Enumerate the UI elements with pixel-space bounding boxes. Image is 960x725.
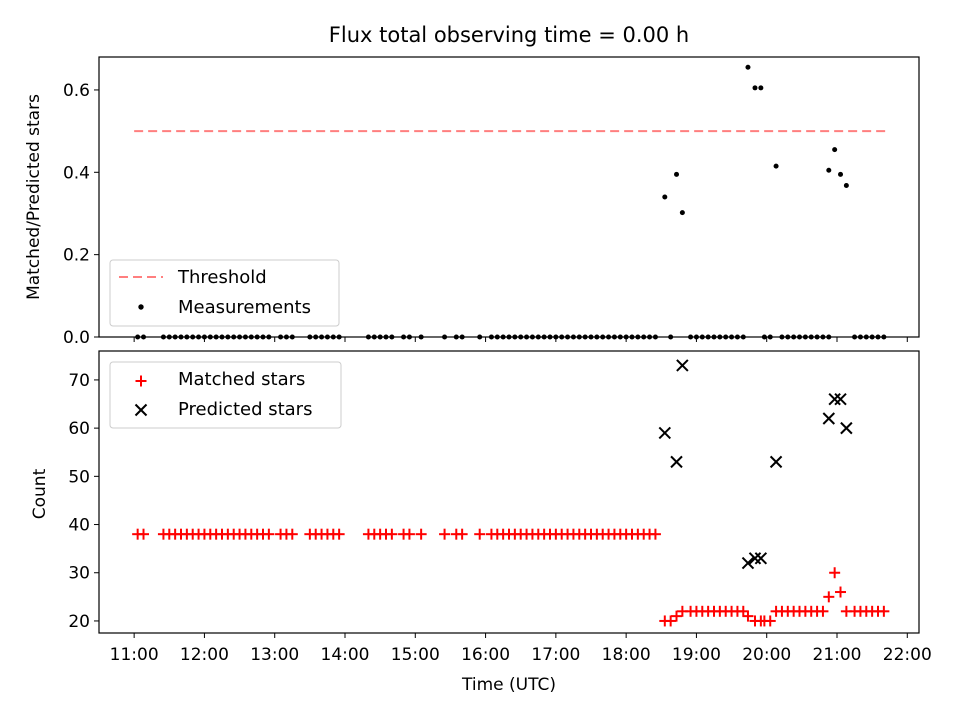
bottom-x-tick-label: 20:00 xyxy=(742,645,791,665)
predicted-star-point xyxy=(754,552,768,565)
bottom-y-tick-label: 20 xyxy=(68,612,90,632)
measurement-point xyxy=(679,210,685,216)
bottom-x-tick-label: 12:00 xyxy=(180,645,229,665)
measurement-point xyxy=(674,171,680,177)
matched-stars-points xyxy=(132,528,890,627)
measurement-point xyxy=(773,163,779,169)
matched-star-point xyxy=(737,605,749,617)
measurement-point xyxy=(745,64,751,70)
bottom-x-ticks: 11:00 12:00 13:00 14:00 15:00 16:00 17:00 18:00… xyxy=(110,633,932,665)
matched-star-point xyxy=(665,615,677,627)
matched-star-point xyxy=(456,528,468,540)
matched-star-point xyxy=(333,528,345,540)
predicted-stars-points xyxy=(658,359,853,570)
matched-star-point xyxy=(817,605,829,617)
bottom-y-tick-label: 40 xyxy=(68,516,90,536)
measurement-point xyxy=(826,167,832,173)
matched-legend-swatch xyxy=(135,375,147,387)
predicted-star-point xyxy=(769,455,783,469)
bottom-y-axis-label: Count xyxy=(30,468,50,519)
measurement-point xyxy=(758,85,764,91)
bottom-y-ticks: 20 30 40 50 60 70 xyxy=(68,371,99,632)
measurement-point xyxy=(838,171,844,177)
predicted-star-point xyxy=(676,359,689,372)
predicted-star-point xyxy=(822,412,836,425)
bottom-x-tick-label: 14:00 xyxy=(321,645,370,665)
bottom-panel: 20 30 40 50 60 70 11:00 12:00 13:00 14:00 15:00 16… xyxy=(30,350,932,695)
matched-star-point xyxy=(474,528,486,540)
bottom-y-tick-label: 60 xyxy=(68,419,90,439)
matched-star-point xyxy=(138,528,150,540)
top-y-tick-label: 0.4 xyxy=(63,163,90,183)
bottom-legend-box xyxy=(109,361,342,429)
matched-star-point xyxy=(439,528,451,540)
predicted-star-point xyxy=(741,556,755,570)
matched-legend-label: Matched stars xyxy=(178,369,305,390)
top-legend: Threshold Measurements xyxy=(109,259,340,327)
matched-star-point xyxy=(829,567,841,579)
matched-star-point xyxy=(286,528,298,540)
predicted-star-point xyxy=(834,392,847,406)
top-y-tick-label: 0.6 xyxy=(63,81,90,101)
bottom-legend: Matched stars Predicted stars xyxy=(109,361,342,429)
x-axis-label: Time (UTC) xyxy=(461,675,556,695)
bottom-y-tick-label: 50 xyxy=(68,467,90,487)
predicted-legend-swatch xyxy=(134,403,148,417)
top-legend-box xyxy=(109,259,340,327)
predicted-star-point xyxy=(670,455,683,469)
matched-star-point xyxy=(386,528,398,540)
top-y-ticks: 0.0 0.2 0.4 0.6 xyxy=(63,81,99,348)
bottom-axes-frame xyxy=(98,350,920,634)
top-x-ticks xyxy=(133,337,908,342)
bottom-y-tick-label: 30 xyxy=(68,564,90,584)
bottom-x-tick-label: 11:00 xyxy=(110,645,159,665)
bottom-x-tick-label: 19:00 xyxy=(672,645,721,665)
measurement-point xyxy=(752,85,758,91)
matched-star-point xyxy=(671,610,683,622)
matched-star-point xyxy=(835,586,847,598)
bottom-y-tick-label: 70 xyxy=(68,371,90,391)
measurements-legend-label: Measurements xyxy=(178,297,311,318)
matched-star-point xyxy=(403,528,415,540)
predicted-star-point xyxy=(748,552,762,565)
measurements-legend-swatch xyxy=(138,304,144,310)
measurement-point xyxy=(832,147,838,153)
threshold-legend-label: Threshold xyxy=(177,267,267,288)
matched-star-point xyxy=(415,528,427,540)
chart-title: Flux total observing time = 0.00 h xyxy=(329,23,689,47)
predicted-star-point xyxy=(658,426,672,440)
top-y-tick-label: 0.2 xyxy=(63,246,90,266)
bottom-x-tick-label: 17:00 xyxy=(531,645,580,665)
bottom-x-tick-label: 18:00 xyxy=(602,645,651,665)
predicted-star-point xyxy=(828,392,841,406)
top-y-tick-label: 0.0 xyxy=(63,328,90,348)
predicted-star-point xyxy=(840,421,853,435)
bottom-x-tick-label: 15:00 xyxy=(391,645,440,665)
top-axes-frame xyxy=(98,56,920,338)
bottom-x-tick-label: 22:00 xyxy=(883,645,932,665)
matched-star-point xyxy=(263,528,275,540)
bottom-x-tick-label: 21:00 xyxy=(813,645,862,665)
matched-star-point xyxy=(649,528,661,540)
matched-star-point xyxy=(764,615,776,627)
top-y-axis-label: Matched/Predicted stars xyxy=(24,94,44,300)
measurement-point xyxy=(843,182,849,188)
predicted-legend-label: Predicted stars xyxy=(178,399,312,420)
bottom-x-tick-label: 13:00 xyxy=(250,645,299,665)
top-panel: 0.0 0.2 0.4 0.6 Matched/Predicted stars Thr… xyxy=(24,56,920,348)
matched-star-point xyxy=(742,610,754,622)
bottom-x-tick-label: 16:00 xyxy=(461,645,510,665)
matched-star-point xyxy=(823,591,835,603)
measurement-point xyxy=(662,194,668,200)
matched-star-point xyxy=(878,605,890,617)
